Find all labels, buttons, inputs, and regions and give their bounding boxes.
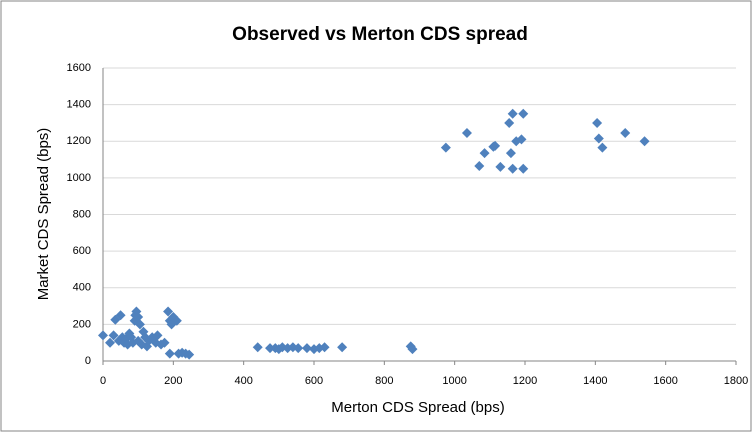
point — [479, 148, 490, 159]
point — [490, 140, 501, 151]
x-tick-label: 1400 — [583, 375, 607, 387]
point — [119, 337, 130, 348]
x-tick-label: 200 — [164, 375, 182, 387]
point — [474, 160, 485, 171]
point — [115, 310, 126, 321]
x-axis-label: Merton CDS Spread (bps) — [331, 399, 504, 416]
x-tick-label: 1000 — [442, 375, 466, 387]
point — [505, 148, 516, 159]
point — [518, 163, 529, 174]
x-tick-label: 400 — [234, 375, 252, 387]
point — [504, 117, 515, 128]
point — [184, 349, 195, 360]
point — [507, 108, 518, 119]
x-tick-label: 1200 — [513, 375, 537, 387]
point — [319, 342, 330, 353]
point — [133, 312, 144, 323]
y-tick-label: 1600 — [67, 62, 91, 74]
point — [105, 337, 116, 348]
point — [159, 337, 170, 348]
y-tick-label: 800 — [73, 208, 91, 220]
point — [134, 319, 145, 330]
point — [152, 330, 163, 341]
point — [163, 306, 174, 317]
chart-title: Observed vs Merton CDS spread — [232, 24, 528, 45]
point — [639, 136, 650, 147]
point — [495, 161, 506, 172]
point — [507, 163, 518, 174]
y-tick-label: 1200 — [67, 135, 91, 147]
point — [98, 330, 108, 341]
point — [171, 315, 182, 326]
point — [293, 343, 304, 354]
point — [593, 133, 604, 144]
point — [440, 142, 451, 153]
y-tick-label: 400 — [73, 282, 91, 294]
point — [407, 344, 418, 355]
point — [265, 343, 276, 354]
point — [597, 142, 608, 153]
x-tick-label: 600 — [305, 375, 323, 387]
point — [252, 342, 263, 353]
y-axis-label: Market CDS Spread (bps) — [35, 128, 52, 301]
y-tick-label: 0 — [85, 355, 91, 367]
point — [620, 128, 631, 139]
point — [592, 117, 603, 128]
point — [337, 342, 348, 353]
y-tick-label: 1400 — [67, 99, 91, 111]
point — [108, 330, 119, 341]
x-tick-label: 1800 — [724, 375, 748, 387]
x-tick-label: 1600 — [653, 375, 677, 387]
x-tick-label: 0 — [100, 375, 106, 387]
y-tick-label: 600 — [73, 245, 91, 257]
point — [164, 348, 175, 359]
point — [301, 343, 312, 354]
point — [516, 134, 527, 145]
y-tick-label: 200 — [73, 318, 91, 330]
x-tick-label: 800 — [375, 375, 393, 387]
point — [120, 334, 131, 345]
point — [518, 108, 529, 119]
point — [461, 128, 472, 139]
y-tick-label: 1000 — [67, 172, 91, 184]
